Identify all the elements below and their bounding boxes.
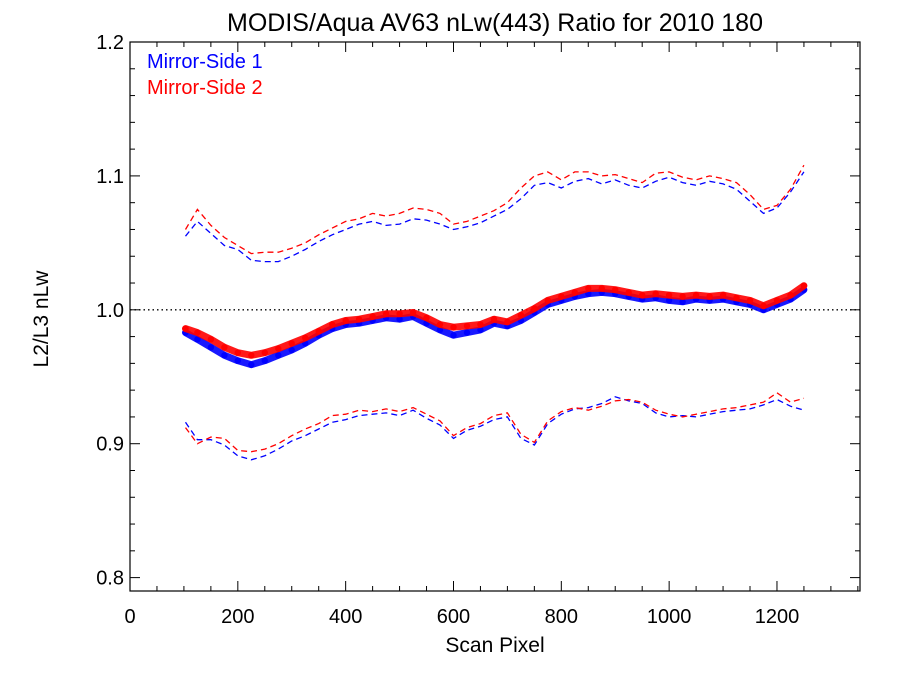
y-tick-label: 1.1 [96,166,124,188]
mirror-side-2-point [652,290,659,297]
mirror-side-2-lower-line [184,392,805,453]
mirror-side-2-point [639,291,646,299]
mirror-side-2-point [558,293,565,300]
mirror-side-2-point [302,334,309,342]
mirror-side-2-point [182,325,189,332]
mirror-side-1-point [207,344,215,351]
mirror-side-1-point [248,361,255,368]
mirror-side-1-point [221,352,228,359]
chart-title: MODIS/Aqua AV63 nLw(443) Ratio for 2010 … [227,9,763,37]
x-tick-label: 1000 [647,606,692,628]
x-tick-label: 800 [545,606,578,628]
mirror-side-2-point [396,310,403,317]
mirror-side-2-point [261,349,268,356]
mirror-side-2-point [760,302,767,309]
mirror-side-2-point [800,282,808,289]
mirror-side-2-point [288,340,295,347]
mirror-side-2-point [746,297,754,304]
mirror-side-2-point [490,316,498,323]
mirror-side-2-point [369,313,376,320]
x-tick-label: 0 [124,606,135,628]
axes: 0 200 400 600 800 1000 1200 0.8 0.9 1.0 1.1 1.2 [96,32,861,628]
mirror-side-2-point [719,291,727,299]
mirror-side-2-point [531,305,538,312]
mirror-side-2-point [221,344,228,351]
mirror-side-2-upper-line [184,164,805,255]
plot-frame [129,41,861,592]
x-tick-label: 1200 [755,606,800,628]
mirror-side-2-point [787,291,794,299]
mirror-side-1-point [396,316,403,323]
mirror-side-1-point [234,357,241,364]
y-tick-label: 1.2 [96,32,124,54]
y-tick-label: 0.8 [96,568,124,590]
mirror-side-1-point [194,336,201,343]
mirror-side-2-point [612,286,619,293]
y-tick-label: 0.9 [96,434,124,456]
mirror-side-1-point [288,346,295,354]
mirror-side-2-point [450,324,457,331]
mirror-side-2-point [409,309,417,316]
legend-mirror-side-2: Mirror-Side 2 [147,77,263,99]
mirror-side-2-point [234,349,241,356]
mirror-side-2-point [355,316,363,323]
mirror-side-2-point [517,312,525,319]
mirror-side-2-point [423,314,430,321]
mirror-side-1-point [450,332,457,339]
mirror-side-2-point [692,291,700,299]
mirror-side-2-point [598,285,605,292]
mirror-side-1-point [261,357,268,364]
mirror-side-2-point [342,317,349,324]
mirror-side-2-point [315,328,322,335]
x-axis-label: Scan Pixel [445,634,544,657]
x-tick-label: 200 [221,606,254,628]
mirror-side-1-point [275,352,282,359]
mirror-side-2-point [544,297,551,304]
mirror-side-2-point [585,285,592,292]
y-axis-label: L2/L3 nLw [30,270,53,368]
mirror-side-1-point [477,326,484,334]
mirror-side-2-point [665,291,673,299]
mirror-side-1-lower-line [184,396,805,461]
mirror-side-2-point [679,293,686,300]
x-tick-label: 600 [437,606,470,628]
mirror-side-2-point [275,345,282,352]
mirror-side-1-point [463,329,471,336]
legend-mirror-side-1: Mirror-Side 1 [147,51,263,73]
mirror-side-2-point [773,297,781,304]
mirror-side-2-point [382,310,390,317]
x-tick-label: 400 [329,606,362,628]
mirror-side-2-point [248,352,255,359]
mirror-side-2-point [329,321,336,328]
mirror-side-2-point [706,293,713,300]
mirror-side-2-point [625,289,632,296]
mirror-side-2-point [504,318,511,326]
mirror-side-1-upper-line [184,171,805,263]
mirror-side-2-point [436,321,444,328]
mirror-side-2-point [571,289,578,296]
mirror-side-2-point [194,329,201,336]
y-tick-label: 1.0 [96,300,124,322]
mirror-side-1-point [679,298,686,305]
mirror-side-2-point [207,336,215,343]
mirror-side-1-point [665,297,673,304]
mirror-side-2-point [733,294,740,301]
mirror-side-2-point [463,322,471,330]
mirror-side-2-point [477,321,484,328]
plot-data [130,164,860,461]
